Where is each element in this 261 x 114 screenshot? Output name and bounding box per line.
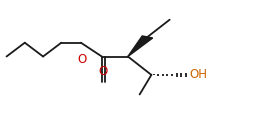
- Text: O: O: [98, 65, 107, 78]
- Text: O: O: [78, 52, 87, 65]
- Polygon shape: [128, 37, 153, 57]
- Text: OH: OH: [189, 68, 207, 81]
